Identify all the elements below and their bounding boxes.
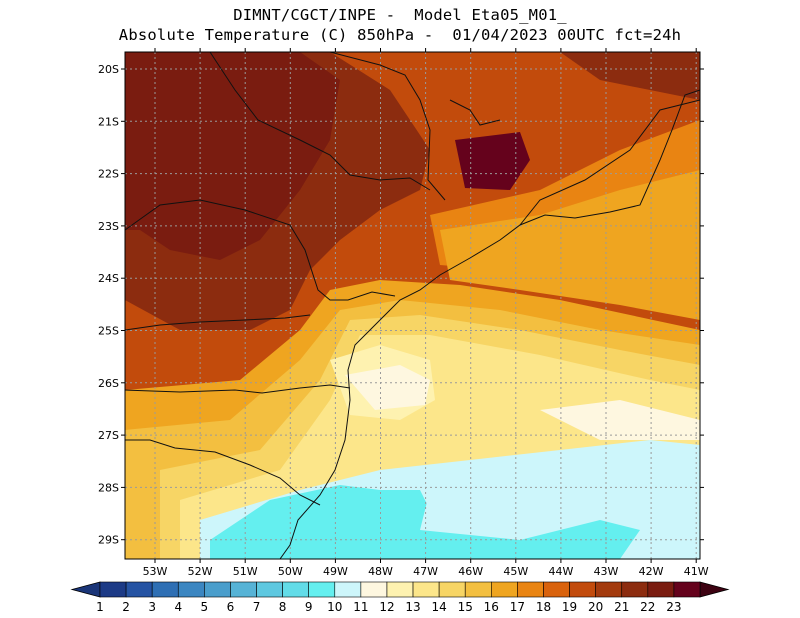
colorbar-swatch [386,581,414,598]
coastline [279,89,700,559]
colorbar-swatch [125,581,153,598]
lat-label: 22S [98,168,119,181]
lat-label: 24S [98,272,119,285]
colorbar-label: 22 [640,600,655,614]
colorbar-right-cap [699,581,730,598]
colorbar-swatch [360,581,388,598]
boundaries [125,52,700,559]
lon-label: 45W [503,565,528,578]
lat-label: 25S [98,325,119,338]
title-line-2: Absolute Temperature (C) 850hPa - 01/04/… [118,26,682,44]
colorbar-swatch [99,581,127,598]
colorbar-label: 8 [279,600,287,614]
colorbar-swatch [621,581,649,598]
lon-label: 53W [143,565,168,578]
lat-label: 23S [98,220,119,233]
latitude-axis: 20S 21S 22S 23S 24S 25S 26S 27S 28S 29S [98,63,704,547]
colorbar-left-cap [70,581,101,598]
colorbar-swatch [438,581,466,598]
colorbar-label: 10 [327,600,342,614]
lon-label: 42W [639,565,664,578]
map-frame [124,51,701,560]
colorbar-label: 5 [201,600,209,614]
colorbar-label: 14 [431,600,446,614]
lake-outline [449,99,501,126]
colorbar-label: 17 [510,600,525,614]
colorbar-swatch [543,581,570,598]
colorbar-label: 20 [588,600,603,614]
colorbar-swatch [595,581,623,598]
lon-label: 51W [233,565,258,578]
lat-label: 26S [98,377,119,390]
colorbar-label: 19 [562,600,577,614]
field-11-e [540,400,700,440]
colorbar-swatch [230,581,257,598]
colorbar-label: 18 [536,600,551,614]
colorbar-label: 21 [614,600,629,614]
state-border-mg [329,52,446,201]
colorbar-swatch [647,581,675,598]
colorbar-label: 2 [122,600,130,614]
colorbar-label: 15 [458,600,473,614]
colorbar-label: 7 [253,600,261,614]
colorbar-swatch [412,581,440,598]
colorbar-label: 13 [405,600,420,614]
colorbar-swatch [256,581,283,598]
field-22 [125,52,340,260]
state-border-sp-mg [209,52,431,191]
lon-label: 50W [278,565,303,578]
lat-label: 21S [98,115,119,128]
colorbar-label: 4 [174,600,182,614]
field-23 [455,132,530,190]
country-border-south [125,439,321,506]
state-border-sc-rs [125,384,351,394]
colorbar-label: 1 [96,600,104,614]
lon-label: 47W [413,565,438,578]
lon-label: 52W [188,565,213,578]
temperature-field [125,52,700,559]
colorbar-label: 11 [353,600,368,614]
longitude-axis: 53W 52W 51W 50W 49W 48W 47W 46W 45W 44W 43W 42W 41W [143,48,709,578]
colorbar-swatch [308,581,336,598]
state-border-rj-es [519,99,700,226]
lat-label: 27S [98,429,119,442]
colorbar-swatch [464,581,492,598]
colorbar-swatch [673,581,701,598]
colorbar-swatch [282,581,309,598]
lon-label: 41W [684,565,709,578]
lat-label: 20S [98,63,119,76]
lon-label: 44W [548,565,573,578]
field-10-pocket [420,470,500,510]
colorbar-swatch [177,581,205,598]
field-21-ne [560,52,700,100]
lat-label: 29S [98,534,119,547]
lat-label: 28S [98,481,119,494]
colorbar-label: 16 [484,600,499,614]
lon-label: 43W [594,565,619,578]
lon-label: 48W [368,565,393,578]
river-border [125,314,311,331]
field-16 [440,170,700,320]
colorbar-label: 3 [148,600,156,614]
colorbar-label: 23 [666,600,681,614]
colorbar-swatch [334,581,362,598]
state-border-pr [125,199,396,301]
colorbar-label: 12 [379,600,394,614]
colorbar-swatch [151,581,179,598]
lon-label: 49W [323,565,348,578]
colorbar-swatch [204,581,231,598]
colorbar-label: 9 [305,600,313,614]
lon-label: 46W [458,565,483,578]
title-line-1: DIMNT/CGCT/INPE - Model Eta05_M01_ [233,6,567,24]
colorbar-swatch [569,581,596,598]
colorbar-swatch [491,581,518,598]
field-11 [345,365,430,410]
colorbar-label: 6 [227,600,235,614]
colorbar-swatch [517,581,544,598]
colorbar: 1 2 3 4 5 6 7 8 9 10 11 12 13 14 15 16 17 18 19 20 21 22 23 [70,581,730,614]
